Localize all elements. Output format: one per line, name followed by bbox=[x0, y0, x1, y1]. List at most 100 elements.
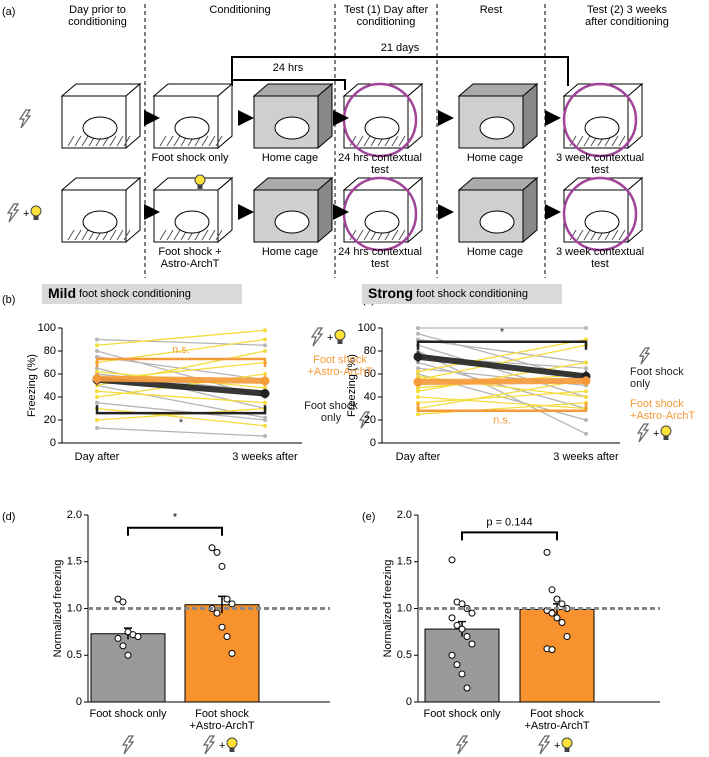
data-point bbox=[458, 670, 466, 678]
cage-grid bbox=[583, 135, 591, 147]
cage-grid bbox=[166, 135, 174, 147]
title-box bbox=[42, 284, 242, 304]
y-tick-label: 1.5 bbox=[67, 556, 82, 568]
cage-grid bbox=[173, 229, 181, 241]
individual-point bbox=[584, 360, 588, 365]
bulb-icon bbox=[226, 737, 238, 749]
lightning-icon bbox=[310, 327, 324, 347]
y-tick-label: 40 bbox=[364, 391, 376, 403]
cage-grid bbox=[398, 135, 406, 147]
cage-grid bbox=[74, 229, 82, 241]
individual-point bbox=[416, 326, 420, 330]
individual-line bbox=[96, 407, 266, 427]
cage-caption: Home cage bbox=[466, 152, 524, 164]
mouse bbox=[584, 116, 620, 140]
mean-line bbox=[96, 375, 266, 384]
mean-point bbox=[260, 389, 270, 399]
data-point bbox=[453, 661, 461, 669]
cage-grid bbox=[67, 135, 75, 147]
cage-grid bbox=[173, 135, 181, 147]
cage-grid bbox=[356, 135, 364, 147]
y-tick-label: 80 bbox=[364, 345, 376, 357]
individual-point bbox=[95, 389, 99, 394]
individual-point bbox=[584, 395, 588, 399]
cage-grid bbox=[116, 229, 124, 241]
step-arrow bbox=[333, 110, 349, 126]
data-point bbox=[124, 651, 132, 659]
individual-point bbox=[416, 412, 420, 417]
legend-label: Foot shock +Astro-ArchT bbox=[307, 354, 373, 378]
data-point bbox=[463, 684, 471, 692]
legend-label: Foot shock only bbox=[304, 400, 358, 424]
significance-bracket bbox=[95, 357, 267, 368]
significance-label: * bbox=[173, 512, 178, 524]
cage-caption: Home cage bbox=[466, 246, 524, 258]
cage-caption: 3 week contextual test bbox=[555, 152, 645, 176]
y-tick-label: 0 bbox=[406, 696, 412, 708]
cage-grid bbox=[208, 135, 216, 147]
data-point bbox=[548, 646, 556, 654]
individual-point bbox=[416, 337, 420, 342]
cage-grid bbox=[576, 135, 584, 147]
cage-front bbox=[458, 95, 524, 149]
mouse bbox=[174, 210, 210, 234]
lightning-icon bbox=[638, 347, 651, 365]
data-point bbox=[228, 600, 236, 608]
y-tick-label: 60 bbox=[44, 368, 56, 380]
legend-label: Foot shock +Astro-ArchT bbox=[630, 398, 696, 422]
data-point bbox=[468, 609, 476, 617]
individual-point bbox=[263, 434, 267, 439]
cage-grid bbox=[81, 229, 89, 241]
individual-line bbox=[96, 427, 266, 437]
data-point bbox=[563, 633, 571, 641]
bulb-icon bbox=[194, 174, 206, 186]
data-point bbox=[448, 614, 456, 622]
column-header: Rest bbox=[479, 4, 503, 16]
y-tick-label: 20 bbox=[364, 414, 376, 426]
cage-caption: Home cage bbox=[261, 152, 319, 164]
y-axis-label: Freezing (%) bbox=[26, 354, 38, 417]
y-tick-label: 1.0 bbox=[397, 602, 412, 614]
panel-label: (d) bbox=[2, 511, 15, 523]
individual-point bbox=[416, 369, 420, 374]
data-point bbox=[223, 633, 231, 641]
individual-point bbox=[95, 400, 99, 405]
significance-bracket bbox=[461, 531, 558, 541]
bulb-icon bbox=[30, 205, 42, 217]
lightning-icon bbox=[202, 735, 216, 755]
individual-point bbox=[95, 395, 99, 399]
y-tick-label: 1.5 bbox=[397, 556, 412, 568]
individual-point bbox=[416, 366, 420, 371]
timeline-24-hrs bbox=[231, 79, 346, 90]
title-rest: foot shock conditioning bbox=[416, 288, 528, 300]
y-tick-label: 60 bbox=[364, 368, 376, 380]
cage-front bbox=[153, 95, 219, 149]
cage-side bbox=[522, 82, 538, 150]
individual-point bbox=[416, 331, 420, 336]
individual-line bbox=[96, 329, 266, 346]
panel-label: (e) bbox=[362, 511, 375, 523]
test-ring bbox=[562, 176, 638, 252]
individual-point bbox=[584, 431, 588, 436]
x-tick-label: Foot shock +Astro-ArchT bbox=[524, 708, 590, 732]
y-axis-label: Normalized freezing bbox=[52, 560, 64, 658]
individual-line bbox=[417, 344, 587, 381]
legend-label: Foot shock only bbox=[630, 366, 684, 390]
individual-line bbox=[96, 338, 266, 346]
x-tick-label: Day after bbox=[396, 451, 441, 463]
y-tick-label: 20 bbox=[44, 414, 56, 426]
column-header: Conditioning bbox=[209, 4, 271, 16]
x-tick-label: Foot shock only bbox=[423, 708, 501, 720]
significance-bracket bbox=[95, 405, 267, 415]
data-point bbox=[213, 609, 221, 617]
individual-point bbox=[416, 385, 420, 390]
step-arrow bbox=[238, 204, 254, 220]
cage-grid bbox=[159, 229, 167, 241]
cage-caption: Foot shock + Astro-ArchT bbox=[158, 246, 222, 270]
step-arrow bbox=[545, 204, 561, 220]
individual-point bbox=[263, 328, 267, 333]
icon-plus: + bbox=[23, 208, 29, 220]
significance-label: p = 0.144 bbox=[486, 516, 532, 528]
cage-grid bbox=[569, 135, 577, 147]
